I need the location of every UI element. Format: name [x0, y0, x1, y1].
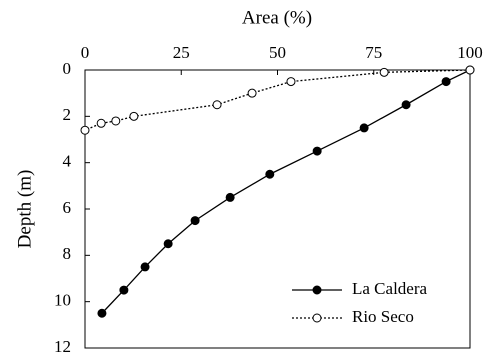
x-tick-label: 0: [81, 43, 90, 62]
data-point: [111, 116, 121, 126]
data-point: [225, 192, 235, 202]
legend-marker: [312, 313, 322, 323]
data-point: [80, 125, 90, 135]
data-point: [312, 146, 322, 156]
data-point: [163, 239, 173, 249]
x-axis-title: Area (%): [242, 7, 312, 28]
series-line: [101, 69, 471, 314]
legend-label: Rio Seco: [352, 307, 414, 326]
data-point: [401, 100, 411, 110]
y-tick-label: 12: [54, 337, 71, 356]
data-point: [140, 262, 150, 272]
data-point: [441, 77, 451, 87]
legend-label: La Caldera: [352, 279, 427, 298]
data-point: [190, 216, 200, 226]
y-tick-label: 10: [54, 291, 71, 310]
y-tick-label: 4: [63, 152, 72, 171]
y-tick-label: 2: [63, 105, 72, 124]
data-point: [119, 285, 129, 295]
data-point: [97, 308, 107, 318]
x-tick-label: 50: [269, 43, 286, 62]
data-point: [265, 169, 275, 179]
y-axis-title: Depth (m): [14, 170, 35, 249]
data-point: [96, 118, 106, 128]
x-tick-label: 25: [173, 43, 190, 62]
y-tick-label: 6: [63, 198, 72, 217]
legend-marker: [312, 285, 322, 295]
data-point: [379, 67, 389, 77]
data-point: [212, 100, 222, 110]
data-point: [129, 111, 139, 121]
data-point: [359, 123, 369, 133]
data-point: [286, 77, 296, 87]
y-tick-label: 0: [63, 59, 72, 78]
data-point: [465, 65, 475, 75]
x-tick-label: 100: [457, 43, 483, 62]
x-tick-label: 75: [365, 43, 382, 62]
data-point: [247, 88, 257, 98]
y-tick-label: 8: [63, 244, 72, 263]
series-line: [84, 69, 471, 131]
